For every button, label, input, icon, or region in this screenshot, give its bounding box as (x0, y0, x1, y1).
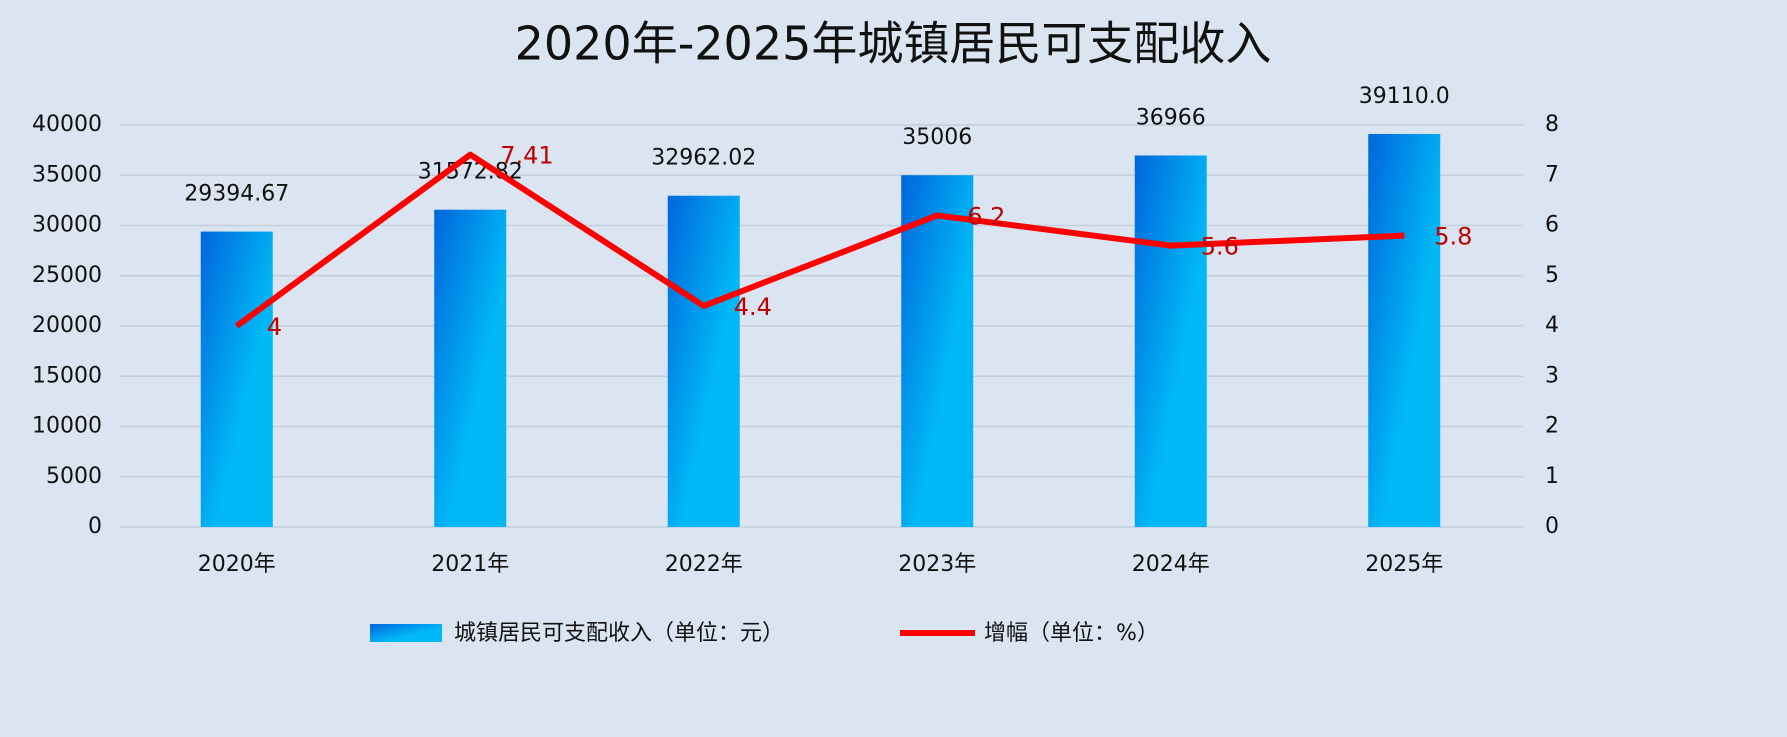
y-tick-label: 30000 (32, 213, 102, 238)
y-tick-label: 5000 (46, 464, 102, 489)
line-value-label: 4 (267, 313, 282, 341)
y2-tick-label: 5 (1545, 263, 1559, 288)
y-tick-label: 35000 (32, 162, 102, 187)
x-tick-label: 2020年 (198, 552, 276, 577)
y2-tick-label: 8 (1545, 112, 1559, 137)
line-value-label: 6.2 (967, 202, 1005, 230)
bar-value-label: 36966 (1136, 105, 1206, 130)
bar (667, 195, 740, 528)
y-tick-label: 25000 (32, 263, 102, 288)
bar-value-label: 32962.02 (651, 146, 756, 171)
x-tick-label: 2024年 (1132, 552, 1210, 577)
y2-tick-label: 2 (1545, 414, 1559, 439)
line-value-label: 4.4 (734, 293, 772, 321)
chart-title: 2020年-2025年城镇居民可支配收入 (515, 17, 1272, 71)
bar-value-label: 35006 (902, 125, 972, 150)
legend-swatch (370, 624, 442, 642)
bar (901, 175, 974, 527)
bar-value-label: 39110.0 (1359, 84, 1450, 109)
bar (200, 231, 273, 528)
y2-tick-label: 1 (1545, 464, 1559, 489)
x-tick-label: 2021年 (431, 552, 509, 577)
legend-label: 城镇居民可支配收入（单位：元） (454, 621, 784, 646)
line-value-label: 7.41 (500, 142, 553, 170)
y-tick-label: 40000 (32, 112, 102, 137)
y-tick-label: 0 (88, 514, 102, 539)
bar (1368, 133, 1441, 527)
y2-tick-label: 3 (1545, 363, 1559, 388)
legend-label: 增幅（单位：%） (984, 621, 1159, 646)
x-tick-label: 2022年 (665, 552, 743, 577)
y2-tick-label: 7 (1545, 162, 1559, 187)
y-tick-label: 20000 (32, 313, 102, 338)
y-tick-label: 15000 (32, 363, 102, 388)
y-tick-label: 10000 (32, 414, 102, 439)
y2-tick-label: 6 (1545, 213, 1559, 238)
x-tick-label: 2025年 (1365, 552, 1443, 577)
line-value-label: 5.6 (1201, 233, 1239, 261)
bar (434, 209, 507, 527)
line-value-label: 5.8 (1434, 223, 1472, 251)
y2-tick-label: 4 (1545, 313, 1559, 338)
y2-tick-label: 0 (1545, 514, 1559, 539)
line (234, 151, 1405, 329)
bar (1134, 155, 1207, 527)
bar-value-label: 29394.67 (184, 182, 289, 207)
x-tick-label: 2023年 (898, 552, 976, 577)
